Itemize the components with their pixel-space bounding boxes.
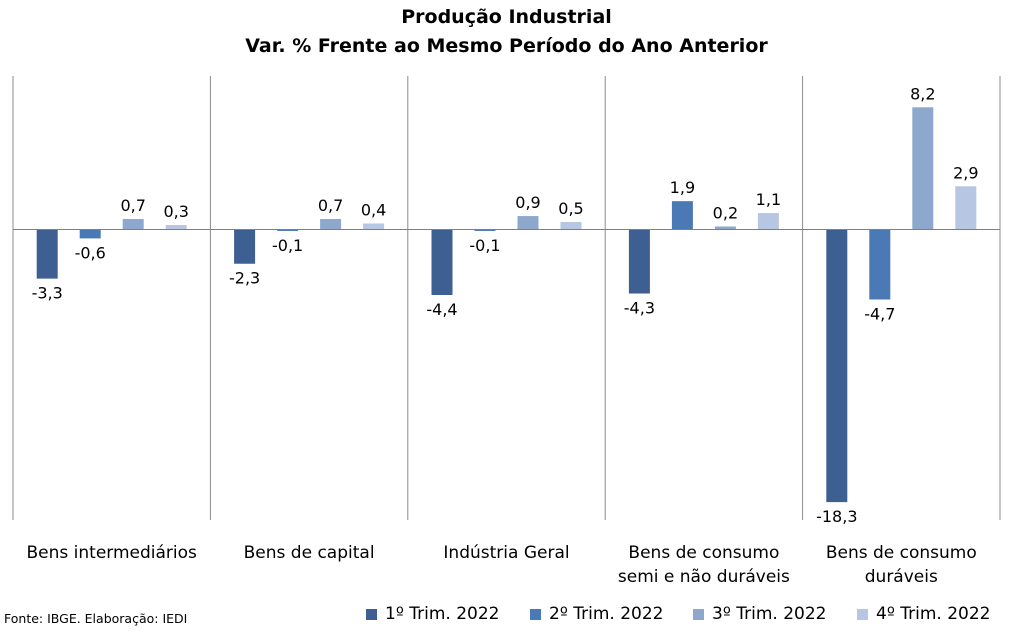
bar bbox=[955, 186, 977, 230]
bar bbox=[826, 229, 848, 503]
bar bbox=[671, 201, 693, 230]
data-label: -4,3 bbox=[624, 299, 655, 318]
data-label: 0,3 bbox=[163, 202, 188, 221]
data-label: 2,9 bbox=[953, 163, 978, 182]
category-label: Bens intermediários bbox=[27, 543, 198, 563]
category-label: duráveis bbox=[865, 567, 938, 587]
bar bbox=[122, 219, 144, 230]
bar bbox=[714, 226, 736, 230]
legend-swatch bbox=[693, 608, 704, 620]
data-label: -0,1 bbox=[272, 236, 303, 255]
data-label: -4,4 bbox=[426, 300, 457, 319]
bar bbox=[628, 229, 650, 294]
bar bbox=[277, 229, 299, 231]
legend-item: 2º Trim. 2022 bbox=[530, 603, 663, 625]
legend-label: 4º Trim. 2022 bbox=[876, 604, 991, 624]
data-label: -2,3 bbox=[229, 269, 260, 288]
bar bbox=[234, 229, 256, 264]
data-label: 1,9 bbox=[670, 178, 695, 197]
legend-swatch bbox=[366, 608, 377, 620]
category-label: Bens de capital bbox=[244, 543, 375, 563]
source-note: Fonte: IBGE. Elaboração: IEDI bbox=[4, 611, 188, 626]
bar bbox=[165, 224, 187, 230]
category-label: Bens de consumo bbox=[826, 543, 977, 563]
data-label: -0,6 bbox=[75, 243, 106, 262]
bar bbox=[320, 219, 342, 230]
legend-item: 4º Trim. 2022 bbox=[857, 603, 990, 625]
category-label: Indústria Geral bbox=[443, 543, 569, 563]
category-label: semi e não duráveis bbox=[618, 567, 790, 587]
bar bbox=[36, 229, 58, 279]
bar bbox=[517, 216, 539, 230]
data-label: 0,7 bbox=[318, 196, 343, 215]
bar bbox=[363, 223, 385, 230]
data-label: -0,1 bbox=[469, 236, 500, 255]
data-label: -4,7 bbox=[864, 304, 895, 323]
bar bbox=[560, 222, 582, 230]
data-label: 0,2 bbox=[713, 203, 738, 222]
category-label: Bens de consumo bbox=[628, 543, 779, 563]
bar bbox=[474, 229, 496, 231]
bar bbox=[757, 213, 779, 230]
legend-label: 2º Trim. 2022 bbox=[549, 604, 664, 624]
data-label: 0,9 bbox=[515, 193, 540, 212]
data-label: 0,5 bbox=[558, 199, 583, 218]
bar bbox=[912, 107, 934, 230]
chart-title: Produção Industrial bbox=[401, 6, 612, 28]
bar bbox=[869, 229, 891, 300]
data-label: 0,7 bbox=[120, 196, 145, 215]
legend-label: 1º Trim. 2022 bbox=[385, 604, 500, 624]
bar bbox=[431, 229, 453, 296]
bar bbox=[79, 229, 101, 239]
data-label: 0,4 bbox=[361, 201, 386, 220]
data-label: 8,2 bbox=[910, 84, 935, 103]
data-label: -3,3 bbox=[32, 284, 63, 303]
data-label: -18,3 bbox=[816, 507, 857, 526]
data-label: 1,1 bbox=[756, 190, 781, 209]
legend-swatch bbox=[857, 608, 868, 620]
legend-item: 1º Trim. 2022 bbox=[366, 603, 499, 625]
legend-label: 3º Trim. 2022 bbox=[712, 604, 827, 624]
chart-subtitle: Var. % Frente ao Mesmo Período do Ano An… bbox=[245, 35, 768, 57]
legend-item: 3º Trim. 2022 bbox=[693, 603, 826, 625]
legend-swatch bbox=[530, 608, 541, 620]
